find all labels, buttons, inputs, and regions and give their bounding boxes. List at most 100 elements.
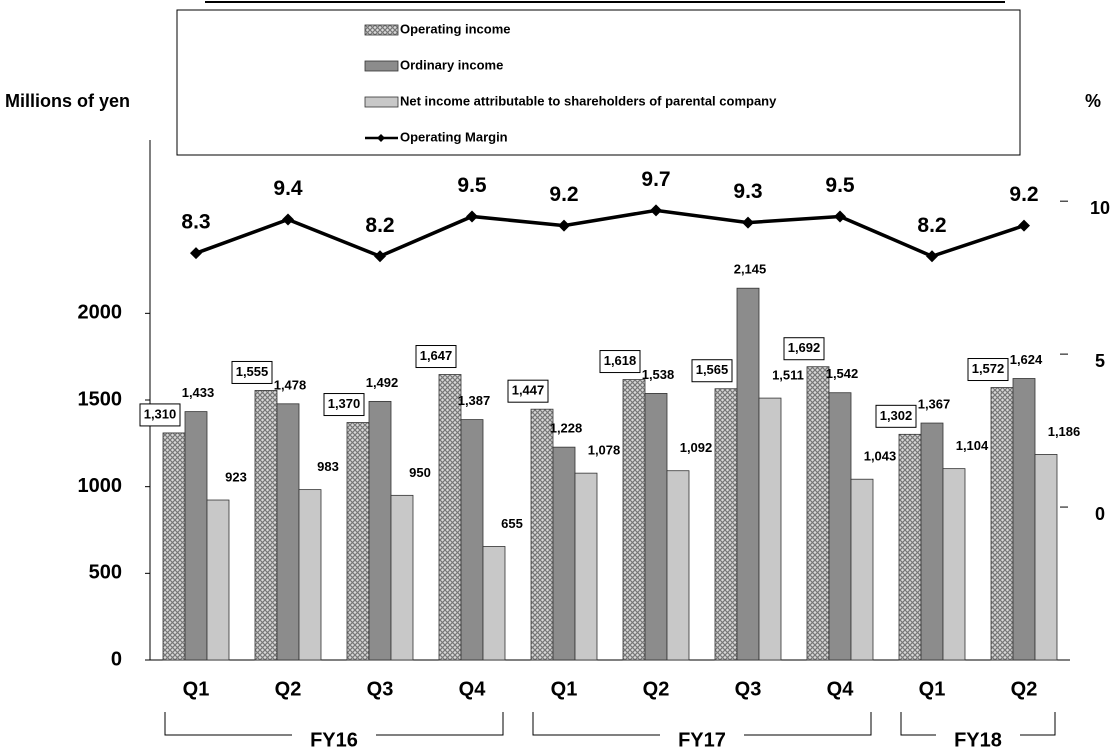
group-bracket (900, 712, 1056, 736)
value-label: 1,492 (366, 375, 399, 390)
legend-swatch (364, 60, 399, 72)
bar (758, 397, 782, 661)
bar (806, 366, 830, 661)
y-tick-label: 1500 (78, 388, 123, 410)
bar (184, 411, 208, 661)
bar (254, 390, 278, 661)
group-bracket (532, 712, 872, 736)
value-label: 1,624 (1010, 352, 1043, 367)
margin-marker (926, 250, 938, 263)
x-tick-label: Q3 (735, 678, 762, 700)
y2-tick-label: 0 (1095, 504, 1105, 524)
value-label-box (415, 345, 457, 369)
margin-label: 9.5 (825, 174, 855, 197)
margin-label: 9.7 (641, 168, 670, 191)
x-tick-label: Q1 (551, 678, 578, 700)
bar (368, 400, 392, 661)
y2-tick-label: 10 (1090, 198, 1110, 218)
bar (1012, 378, 1036, 661)
bar (438, 374, 462, 661)
value-label-box (507, 379, 549, 403)
value-label: 1,043 (864, 449, 897, 464)
value-label: 1,302 (880, 408, 913, 423)
bar (644, 393, 668, 661)
y-tick-label: 0 (111, 648, 122, 670)
value-label: 1,367 (918, 396, 951, 411)
bar (530, 408, 554, 661)
value-label: 1,387 (458, 393, 491, 408)
margin-label: 8.2 (917, 214, 946, 237)
value-label: 1,447 (512, 383, 545, 398)
value-label: 1,370 (328, 396, 361, 411)
group-label: FY17 (678, 729, 726, 751)
margin-marker (282, 213, 294, 226)
value-label-box (967, 358, 1009, 382)
value-label: 1,542 (826, 366, 859, 381)
legend-marker (377, 134, 385, 142)
value-label: 655 (501, 516, 523, 531)
x-tick-label: Q3 (367, 678, 394, 700)
value-label: 1,104 (956, 438, 989, 453)
value-label-box (599, 350, 641, 374)
legend-swatch (364, 24, 399, 36)
group-label: FY16 (310, 729, 358, 751)
value-label: 1,186 (1048, 424, 1081, 439)
bar (920, 422, 944, 661)
margin-label: 9.2 (1009, 183, 1038, 206)
legend-label: Ordinary income (400, 57, 503, 72)
bar (276, 403, 300, 661)
value-label: 1,565 (696, 362, 729, 377)
legend-box (176, 9, 1021, 156)
margin-marker (466, 210, 478, 223)
bar (622, 379, 646, 661)
legend-label: Operating income (400, 21, 511, 36)
bar (666, 470, 690, 661)
margin-label: 8.2 (365, 214, 394, 237)
bar (898, 433, 922, 661)
value-label: 923 (225, 469, 247, 484)
group-label: FY18 (954, 729, 1002, 751)
bar (552, 446, 576, 661)
value-label: 1,692 (788, 340, 821, 355)
value-label: 983 (317, 459, 339, 474)
y-axis-title: Millions of yen (5, 91, 130, 111)
margin-label: 9.3 (733, 180, 762, 203)
value-label: 1,228 (550, 421, 583, 436)
bar (990, 387, 1014, 661)
value-label: 2,145 (734, 262, 767, 277)
margin-label: 9.4 (273, 177, 303, 200)
value-label: 1,092 (680, 440, 713, 455)
x-tick-label: Q4 (459, 678, 487, 700)
margin-line (195, 208, 1025, 259)
bar (482, 546, 506, 661)
margin-marker (834, 210, 846, 223)
value-label: 1,618 (604, 353, 637, 368)
margin-marker (190, 247, 202, 260)
x-tick-label: Q2 (643, 678, 670, 700)
legend-label: Operating Margin (400, 129, 508, 144)
value-label: 1,478 (274, 377, 307, 392)
margin-label: 9.5 (457, 174, 487, 197)
bar (460, 419, 484, 661)
bar (346, 422, 370, 661)
bar (390, 494, 414, 661)
bar (942, 468, 966, 661)
y2-axis-title: % (1085, 91, 1101, 111)
y-tick-label: 500 (89, 562, 122, 584)
x-tick-label: Q1 (183, 678, 210, 700)
value-label-box (783, 337, 825, 361)
x-tick-label: Q2 (275, 678, 302, 700)
margin-label: 8.3 (181, 211, 210, 234)
value-label: 1,555 (236, 364, 269, 379)
value-label: 1,538 (642, 367, 675, 382)
x-tick-label: Q1 (919, 678, 946, 700)
margin-marker (742, 216, 754, 229)
value-label: 1,647 (420, 348, 453, 363)
bar (1034, 454, 1058, 661)
value-label: 1,572 (972, 361, 1005, 376)
value-label-box (231, 360, 273, 384)
margin-marker (650, 204, 662, 217)
value-label-box (139, 403, 181, 427)
x-tick-label: Q2 (1011, 678, 1038, 700)
legend-swatch (364, 96, 399, 108)
